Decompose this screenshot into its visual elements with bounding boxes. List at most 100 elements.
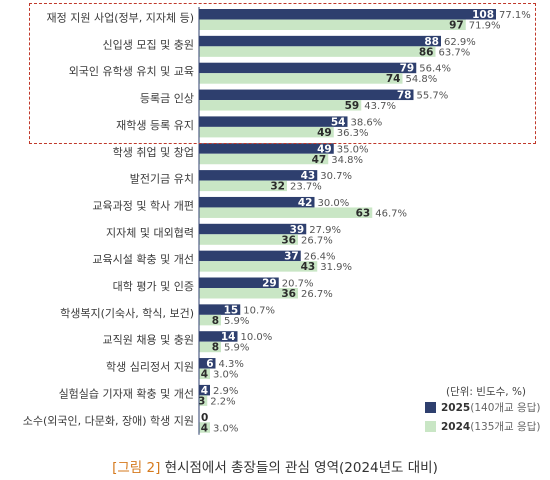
figure-caption-text: 현시점에서 총장들의 관심 영역(2024년도 대비): [160, 460, 438, 476]
legend-item-2024: 2024 (135개교 응답): [425, 419, 540, 434]
bar-2024: [199, 395, 208, 406]
bar-2024: [199, 100, 362, 111]
category-label: 학생 심리정서 지원: [106, 361, 194, 374]
value-label-2025: 39: [290, 224, 305, 236]
category-label: 교육과정 및 학사 개편: [92, 199, 194, 212]
category-label: 발전기금 유치: [130, 173, 194, 186]
percent-label-2024: 26.7%: [301, 235, 333, 246]
percent-label-2025: 77.1%: [499, 10, 531, 21]
percent-label-2025: 30.7%: [320, 171, 352, 182]
legend-swatch-2024: [425, 421, 436, 432]
figure-caption: [그림 2] 현시점에서 총장들의 관심 영역(2024년도 대비): [0, 456, 550, 476]
category-label: 등록금 인상: [140, 92, 194, 105]
legend-item-2025: 2025 (140개교 응답): [425, 400, 540, 415]
bar-2025: [199, 331, 238, 342]
value-label-2025: 43: [301, 170, 316, 182]
category-label: 지자체 및 대외협력: [106, 226, 194, 239]
bar-2025: [199, 89, 414, 101]
category-label: 소수(외국인, 다문화, 장애) 학생 지원: [23, 414, 194, 427]
percent-label-2025: 2.9%: [213, 386, 238, 397]
bar-2024: [199, 207, 373, 218]
value-label-2025: 54: [331, 116, 346, 128]
percent-label-2025: 30.0%: [318, 198, 350, 209]
bar-2024: [199, 314, 221, 326]
bar-2024: [199, 368, 210, 380]
percent-label-2025: 55.7%: [417, 91, 449, 102]
bar-2025: [199, 9, 496, 20]
bar-2024: [199, 341, 221, 353]
value-label-2024: 47: [312, 154, 327, 166]
percent-label-2024: 43.7%: [364, 101, 396, 112]
category-label: 외국인 유학생 유치 및 교육: [69, 65, 194, 78]
bar-2024: [199, 180, 287, 192]
percent-label-2024: 26.7%: [301, 289, 333, 300]
bar-2025: [199, 250, 301, 262]
value-label-2024: 97: [449, 20, 464, 32]
percent-label-2024: 3.0%: [213, 370, 238, 381]
unit-note: (단위: 빈도수, %): [446, 386, 527, 398]
value-label-2024: 4: [201, 422, 208, 434]
legend-sub-2025: (140개교 응답): [470, 402, 541, 414]
bar-2024: [199, 153, 329, 165]
bar-2025: [199, 384, 210, 396]
bar-2025: [199, 62, 417, 74]
percent-label-2025: 4.3%: [219, 359, 244, 370]
percent-label-2025: 20.7%: [282, 279, 314, 290]
value-label-2024: 74: [386, 73, 401, 85]
value-label-2024: 59: [345, 100, 360, 112]
percent-label-2024: 54.8%: [406, 74, 438, 85]
category-label: 신입생 모집 및 충원: [103, 38, 194, 51]
value-label-2025: 42: [298, 197, 313, 209]
value-label-2024: 32: [270, 181, 285, 193]
value-label-2024: 8: [212, 342, 219, 354]
bar-2025: [199, 358, 216, 369]
value-label-2024: 43: [301, 261, 316, 273]
bar-2025: [199, 143, 334, 154]
figure-tag: [그림 2]: [112, 460, 161, 476]
value-label-2025: 49: [317, 143, 332, 155]
category-label: 실험실습 기자재 확충 및 개선: [59, 387, 194, 400]
bar-2024: [199, 126, 334, 138]
percent-label-2024: 5.9%: [224, 316, 249, 327]
percent-label-2024: 46.7%: [375, 208, 407, 219]
percent-label-2025: 62.9%: [444, 37, 476, 48]
bar-2024: [199, 288, 298, 299]
bars: 108 77.1%97 71.9%88 62.9%86 63.7%79 56.4%74 54…: [198, 9, 531, 434]
percent-label-2024: 71.9%: [469, 21, 501, 32]
value-label-2025: 15: [224, 304, 239, 316]
percent-label-2025: 38.6%: [351, 117, 383, 128]
percent-label-2025: 56.4%: [419, 64, 451, 75]
percent-label-2024: 31.9%: [320, 262, 352, 273]
bar-2024: [199, 73, 403, 84]
category-label: 교육시설 확충 및 개선: [92, 253, 194, 266]
bar-2025: [199, 35, 441, 47]
legend-swatch-2025: [425, 402, 436, 413]
percent-label-2025: 26.4%: [304, 252, 336, 263]
bar-2025: [199, 277, 279, 288]
legend-year-2024: 2024: [441, 420, 471, 433]
category-label: 학생 취업 및 창업: [113, 146, 194, 159]
highlight-dashed-box: [29, 3, 536, 144]
legend-sub-2024: (135개교 응답): [470, 421, 541, 433]
category-label: 재학생 등록 유지: [116, 119, 194, 132]
value-label-2025: 78: [397, 90, 412, 102]
value-label-2024: 3: [198, 395, 205, 407]
category-label: 대학 평가 및 인증: [113, 280, 194, 293]
percent-label-2024: 34.8%: [331, 155, 363, 166]
percent-label-2025: 35.0%: [337, 144, 369, 155]
percent-label-2025: 10.7%: [243, 305, 275, 316]
value-label-2025: 88: [424, 36, 439, 48]
bar-2024: [199, 234, 298, 245]
percent-label-2024: 63.7%: [439, 47, 471, 58]
value-label-2024: 63: [356, 207, 371, 219]
value-label-2025: 0: [201, 412, 208, 424]
value-label-2024: 8: [212, 315, 219, 327]
value-label-2025: 37: [284, 251, 299, 263]
legend-year-2025: 2025: [441, 401, 471, 414]
bar-2025: [199, 223, 307, 235]
bar-2024: [199, 422, 210, 433]
bar-2025: [199, 196, 315, 208]
percent-label-2024: 3.0%: [213, 423, 238, 434]
bar-2024: [199, 19, 466, 30]
